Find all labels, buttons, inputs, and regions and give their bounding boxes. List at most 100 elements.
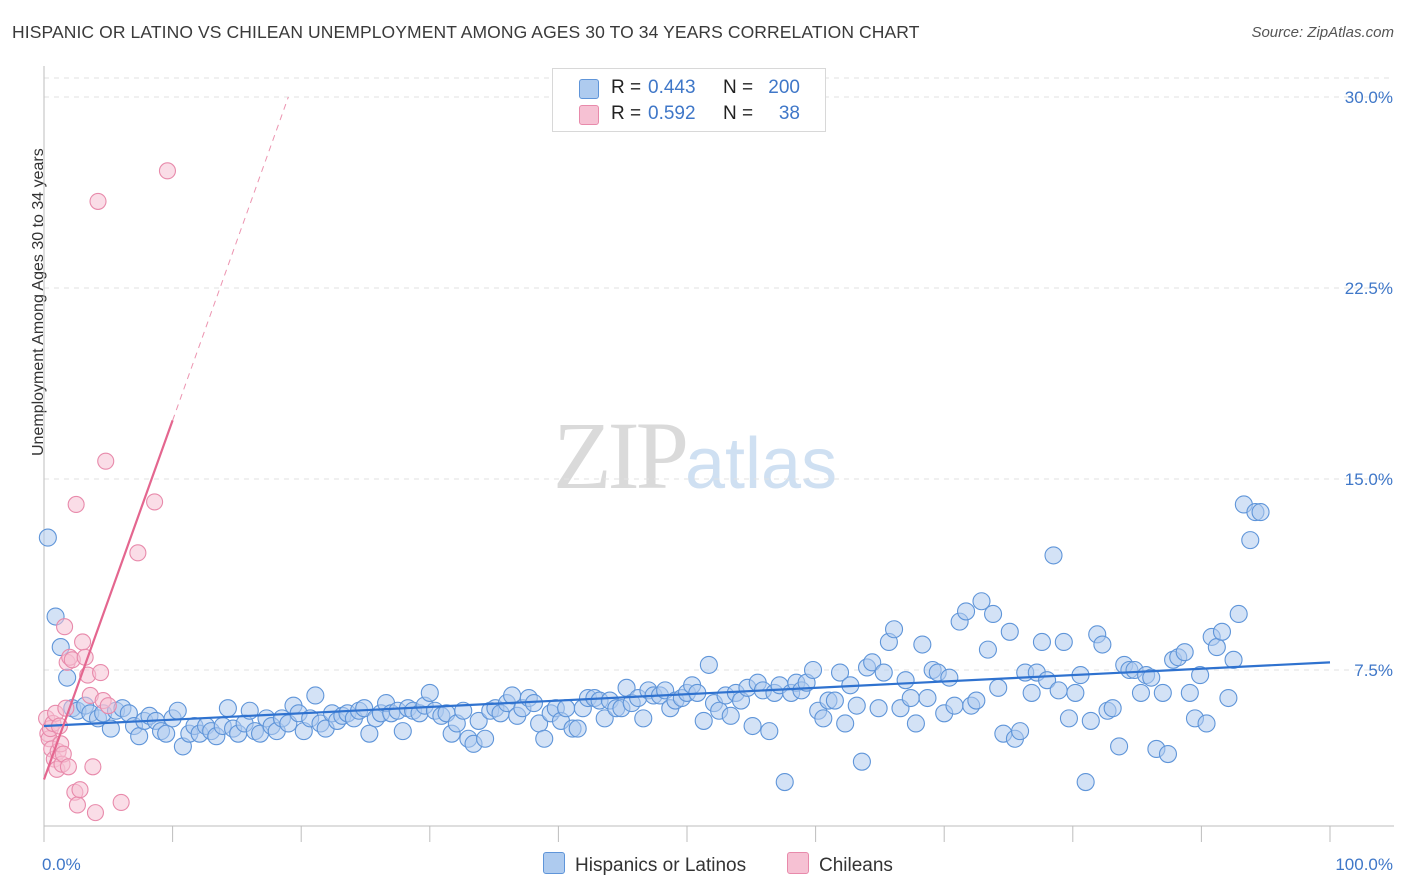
legend-swatch-chileans <box>579 105 599 125</box>
hispanic-point <box>469 711 488 730</box>
hispanic-point <box>863 653 882 672</box>
chilean-point <box>67 495 85 514</box>
hispanic-point <box>101 719 120 738</box>
hispanic-point <box>699 655 718 674</box>
hispanic-point <box>825 691 844 710</box>
legend-r-value: 0.592 <box>648 103 696 124</box>
x-tick-label: 100.0% <box>1335 855 1393 874</box>
hispanic-point <box>535 729 554 748</box>
hispanic-point <box>836 714 855 733</box>
hispanic-point <box>1059 709 1078 728</box>
legend-r-value: 0.443 <box>648 77 696 98</box>
chilean-point <box>158 162 177 180</box>
hispanic-point <box>595 709 614 728</box>
hispanic-point <box>913 635 932 654</box>
hispanic-point <box>814 709 833 728</box>
hispanic-point <box>1011 722 1030 741</box>
chilean-point <box>129 544 147 562</box>
hispanic-point <box>803 660 823 680</box>
hispanic-point <box>1219 688 1238 708</box>
y-tick-label: 15.0% <box>1345 470 1393 489</box>
hispanic-point <box>1093 635 1112 654</box>
chilean-point <box>112 793 130 811</box>
series-legend-hispanics[interactable]: Hispanics or Latinos <box>543 852 746 877</box>
chilean-point <box>92 663 110 682</box>
hispanic-point <box>218 699 237 718</box>
hispanic-point <box>1076 773 1095 792</box>
legend-n-label: N = <box>723 77 754 98</box>
hispanic-point <box>830 663 850 682</box>
hispanic-point <box>906 714 925 733</box>
hispanic-point <box>157 724 176 743</box>
hispanic-point <box>1049 681 1068 700</box>
hispanic-point <box>1212 622 1232 641</box>
hispanic-point <box>420 683 439 702</box>
legend-r-label: R = <box>611 103 642 124</box>
hispanic-point <box>1110 737 1129 756</box>
hispanic-point <box>306 686 325 705</box>
hispanic-point <box>130 727 149 746</box>
series-legend-chileans[interactable]: Chileans <box>787 852 893 877</box>
hispanic-point <box>1191 666 1210 685</box>
chilean-point <box>84 758 102 776</box>
hispanic-point <box>1229 604 1248 624</box>
hispanic-point <box>1153 683 1172 702</box>
hispanic-point <box>557 699 576 718</box>
hispanic-point <box>1224 650 1243 669</box>
hispanic-point <box>945 696 964 715</box>
series-label-hispanics: Hispanics or Latinos <box>575 855 747 876</box>
legend-n-value: 200 <box>768 77 800 98</box>
hispanic-point <box>1251 503 1270 522</box>
hispanic-point <box>568 719 587 738</box>
hispanic-point <box>901 688 920 708</box>
legend-row-hispanics: R = 0.443 N = 200 <box>553 75 825 101</box>
hispanic-point <box>355 699 374 718</box>
hispanic-point <box>694 711 713 730</box>
hispanic-point <box>884 620 904 639</box>
hispanic-trend-line <box>43 661 1331 728</box>
chilean-point <box>71 781 89 799</box>
hispanic-point <box>984 604 1003 624</box>
hispanic-point <box>869 699 888 718</box>
y-tick-label: 30.0% <box>1345 88 1393 107</box>
hispanic-point <box>775 773 794 792</box>
y-tick-label: 22.5% <box>1345 279 1393 298</box>
legend-n-value: 38 <box>778 103 800 124</box>
hispanic-point <box>1131 683 1151 702</box>
x-tick-label: 0.0% <box>42 855 81 874</box>
legend-r-label: R = <box>611 77 642 98</box>
hispanic-point <box>1175 643 1194 662</box>
chilean-point <box>74 633 92 651</box>
hispanic-point <box>972 592 991 611</box>
legend-n-label: N = <box>723 103 754 124</box>
hispanic-point <box>957 602 976 621</box>
hispanic-point <box>989 678 1008 697</box>
hispanic-point <box>1241 531 1260 550</box>
hispanic-point <box>1044 546 1063 565</box>
series-swatch-chileans <box>787 852 809 874</box>
hispanic-point <box>978 640 997 659</box>
source-credit: Source: ZipAtlas.com <box>1251 24 1394 41</box>
hispanic-point <box>360 724 379 743</box>
hispanic-point <box>634 709 653 728</box>
hispanic-point <box>1054 632 1073 652</box>
hispanic-point <box>1207 638 1226 657</box>
chilean-point <box>56 618 74 636</box>
hispanic-point <box>896 671 915 690</box>
hispanic-point <box>393 722 412 741</box>
chilean-point <box>146 493 164 511</box>
hispanic-point <box>58 668 77 687</box>
watermark: ZIPatlas <box>553 400 837 511</box>
chilean-point <box>97 452 115 470</box>
hispanic-point <box>760 722 779 741</box>
hispanic-point <box>874 663 893 682</box>
hispanic-point <box>1142 668 1161 687</box>
chilean-point <box>99 697 117 715</box>
hispanic-point <box>1066 683 1085 702</box>
chilean-point <box>86 804 104 822</box>
chart-title: HISPANIC OR LATINO VS CHILEAN UNEMPLOYME… <box>12 22 920 42</box>
hispanic-point <box>940 668 959 687</box>
hispanic-point <box>1022 683 1041 702</box>
series-swatch-hispanics <box>543 852 565 874</box>
